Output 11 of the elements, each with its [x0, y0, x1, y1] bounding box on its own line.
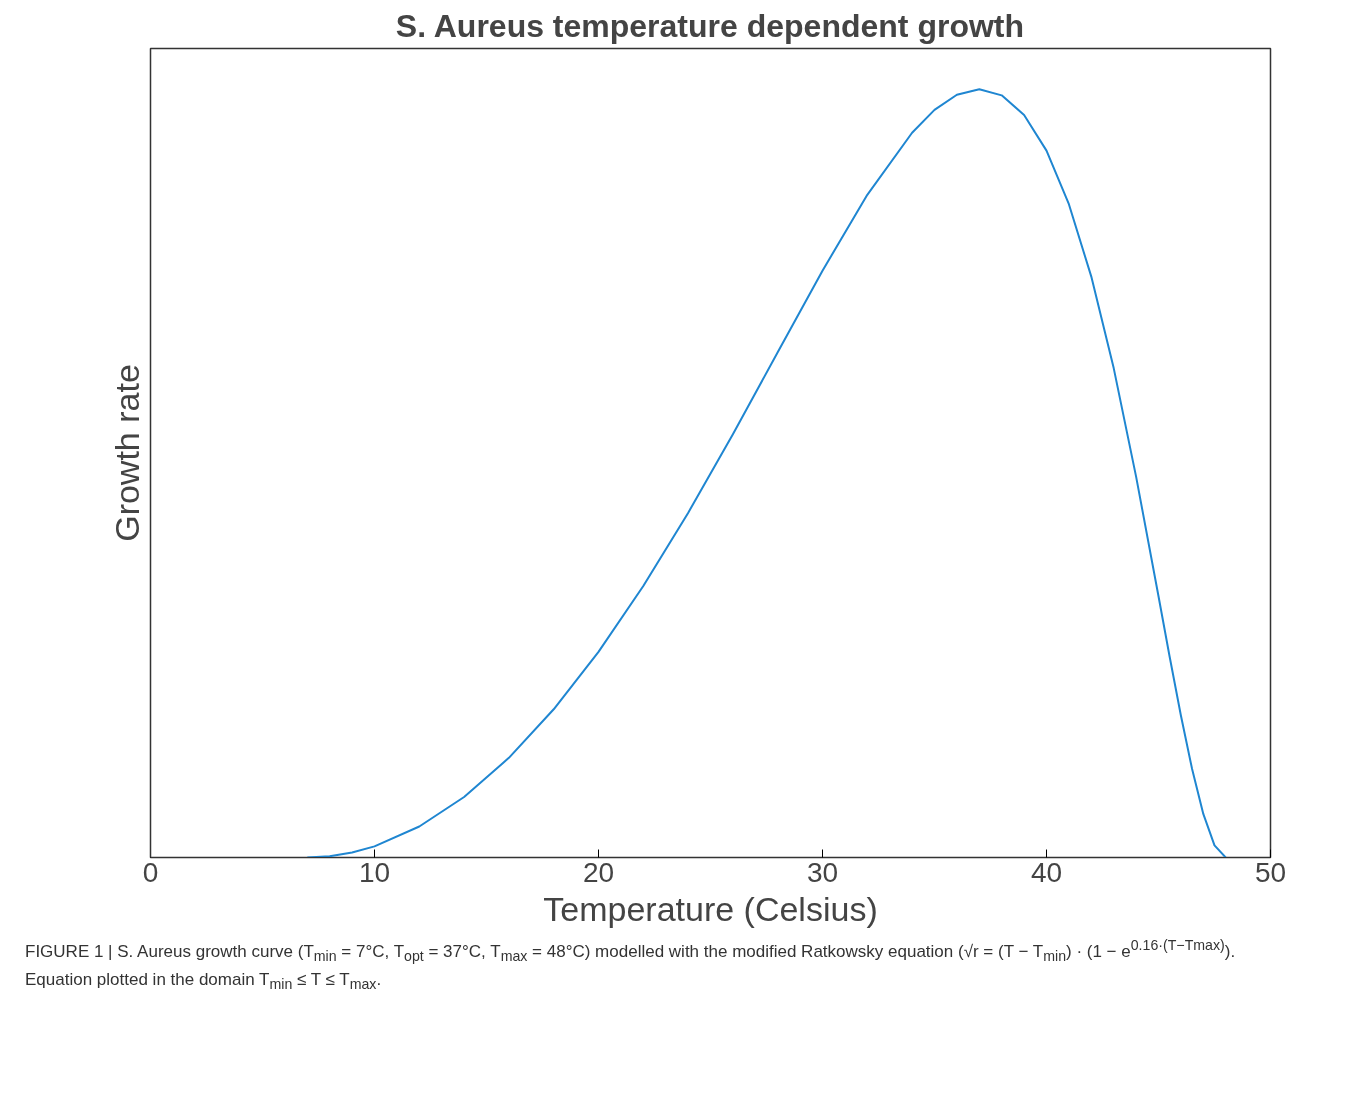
x-tick-label: 10 [358, 856, 391, 888]
y-axis-title: Growth rate [107, 364, 146, 542]
chart-title: S. Aureus temperature dependent growth [395, 7, 1025, 44]
x-axis-title: Temperature (Celsius) [543, 889, 878, 928]
x-tick-label: 20 [582, 856, 615, 888]
x-tick-label: 40 [1030, 856, 1063, 888]
text: Equation plotted in the domain T$_{min}$ ≤ T ≤ T$_{max}$. [25, 970, 382, 993]
x-tick-label: 0 [142, 856, 159, 888]
x-tick-label: 50 [1254, 856, 1287, 888]
text: FIGURE 1 | S. Aureus growth curve (T$_{min}$ = 7°C, T$_{opt}$ = 37°C, T$_{max}$ = 48°C) modelled with the modified Ratkowsky equation (√r = (T − T$_{min}$) · (1 − e$^{0.16·(T−Tmax)}$). [25, 937, 1236, 965]
x-tick-label: 30 [806, 856, 839, 888]
